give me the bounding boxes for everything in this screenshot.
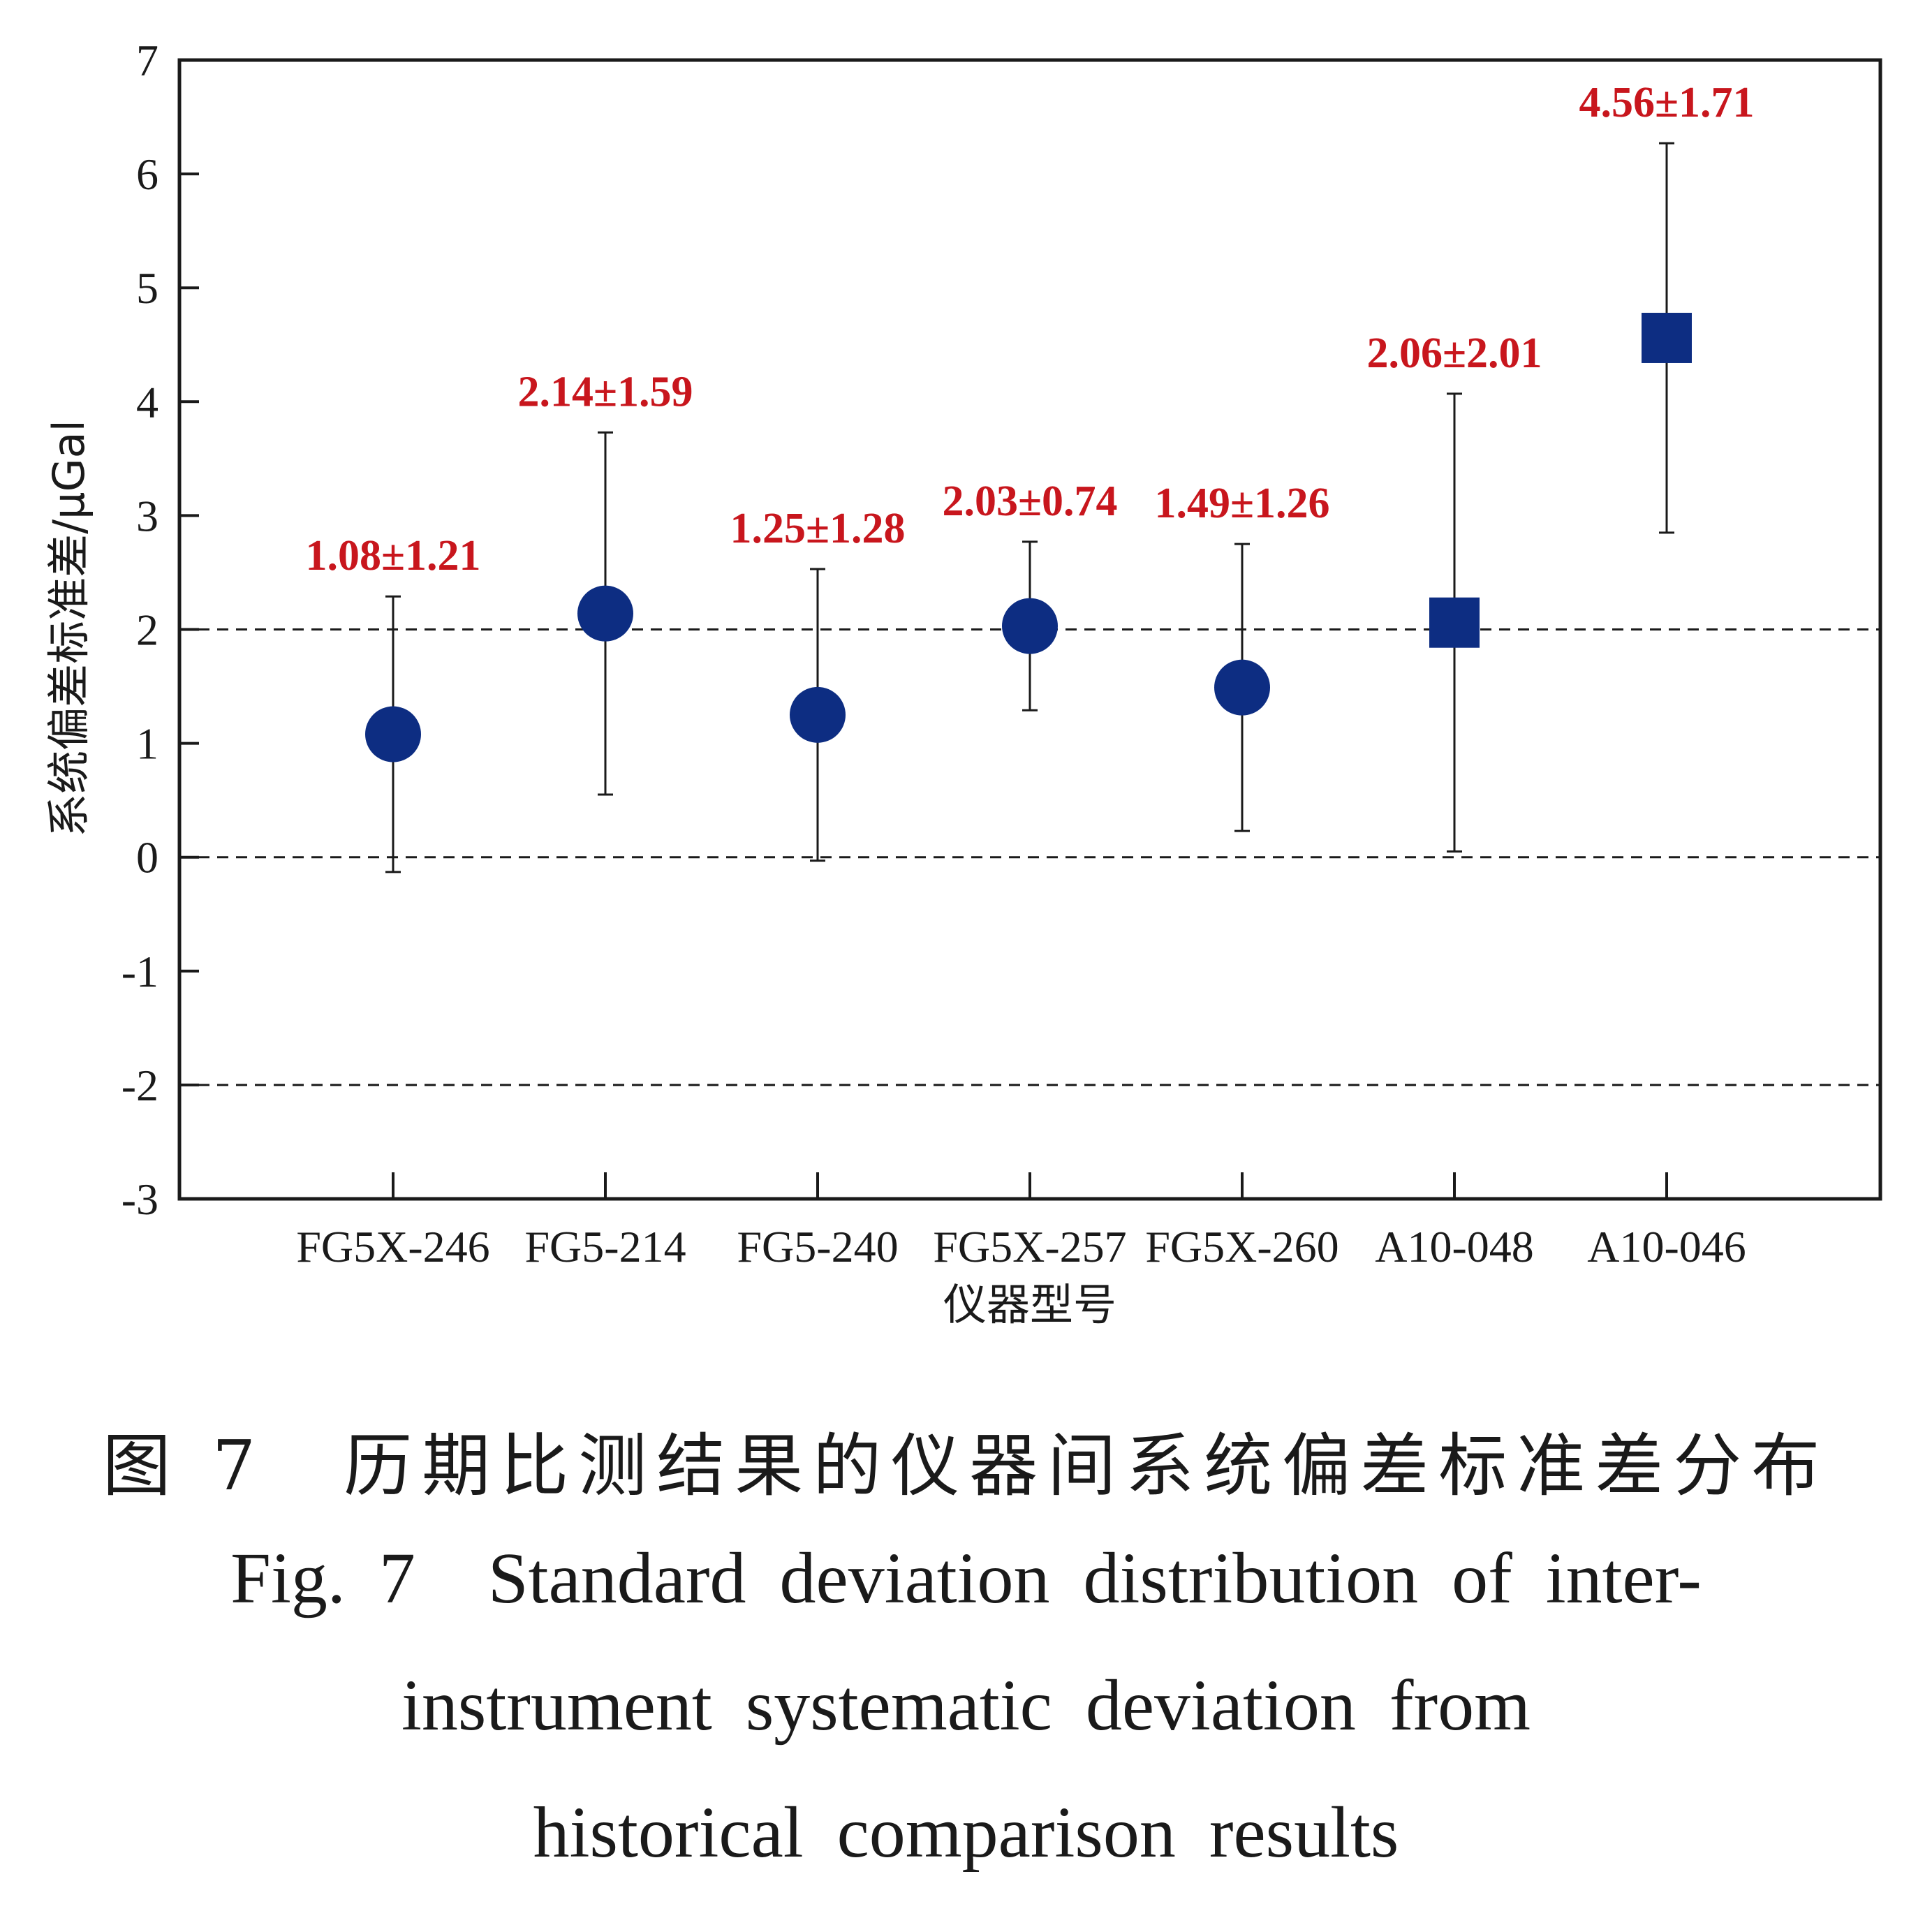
caption-en-line: instrument systematic deviation from [401, 1665, 1531, 1746]
data-value-label: 1.49±1.26 [1154, 480, 1329, 527]
data-point-circle [577, 585, 633, 642]
y-tick-label: 3 [136, 491, 158, 540]
data-point-circle [1002, 598, 1058, 654]
x-tick-label: A10-046 [1587, 1222, 1746, 1271]
data-value-label: 2.14±1.59 [517, 368, 693, 415]
y-tick-label: -2 [121, 1061, 158, 1110]
data-point-circle [365, 706, 421, 762]
data-point-square [1429, 597, 1480, 648]
y-tick-label: 5 [136, 263, 158, 313]
data-value-label: 1.08±1.21 [305, 532, 480, 580]
y-tick-label: 7 [136, 36, 158, 85]
caption-en-line: historical comparison results [533, 1792, 1399, 1873]
data-point-square [1642, 312, 1692, 363]
y-tick-label: 4 [136, 377, 158, 427]
y-tick-label: 1 [136, 719, 158, 769]
data-value-label: 1.25±1.28 [730, 505, 905, 552]
y-axis-title: 系统偏差标准差/μGal [43, 420, 94, 837]
data-point-circle [1214, 659, 1270, 716]
data-point-circle [790, 686, 846, 743]
y-tick-label: 6 [136, 149, 158, 199]
x-tick-label: FG5X-257 [933, 1222, 1126, 1271]
y-axis-ticks: 7 6 5 4 3 2 1 0 -1 -2 -3 [121, 36, 199, 1224]
x-tick-label: FG5-240 [737, 1222, 898, 1271]
x-tick-label: FG5-214 [524, 1222, 686, 1271]
figure-caption-english: Fig. 7 Standard deviation distribution o… [0, 1515, 1932, 1896]
data-markers [365, 312, 1692, 762]
figure-caption-chinese: 图 7 历期比测结果的仪器间系统偏差标准差分布 [102, 1426, 1830, 1506]
x-tick-label: A10-048 [1375, 1222, 1534, 1271]
x-axis-ticks: FG5X-246 FG5-214 FG5-240 FG5X-257 FG5X-260 A1… [296, 1172, 1746, 1271]
caption-en-line: Fig. 7 Standard deviation distribution o… [230, 1538, 1702, 1618]
x-tick-label: FG5X-260 [1145, 1222, 1339, 1271]
x-axis-title: 仪器型号 [943, 1279, 1116, 1330]
data-value-label: 2.06±2.01 [1366, 330, 1542, 377]
data-labels: 1.08±1.21 2.14±1.59 1.25±1.28 2.03±0.74 1.49… [305, 79, 1754, 580]
data-value-label: 4.56±1.71 [1579, 79, 1754, 126]
data-value-label: 2.03±0.74 [942, 478, 1117, 525]
y-tick-label: 0 [136, 833, 158, 883]
y-tick-label: 2 [136, 605, 158, 655]
y-tick-label: -3 [121, 1174, 158, 1224]
y-tick-label: -1 [121, 947, 158, 996]
x-tick-label: FG5X-246 [296, 1222, 489, 1271]
